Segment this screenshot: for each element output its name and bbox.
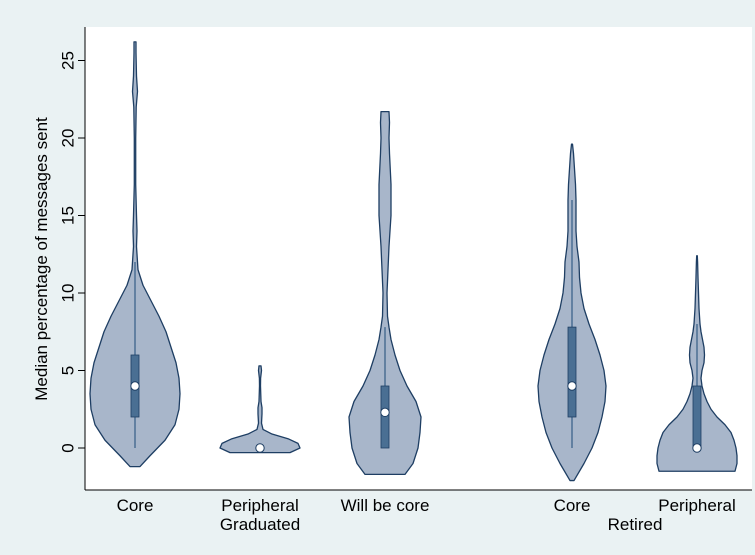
iqr-box-retired-peripheral xyxy=(692,385,702,449)
median-graduated-peripheral xyxy=(255,443,265,453)
x-label-graduated-will-be-core: Will be core xyxy=(341,496,430,515)
y-tick-label: 25 xyxy=(59,51,78,70)
x-label-graduated-core: Core xyxy=(117,496,154,515)
x-label-graduated-peripheral: Peripheral xyxy=(221,496,299,515)
violin-graduated-will-be-core xyxy=(348,111,422,475)
group-label-retired: Retired xyxy=(608,515,663,534)
group-label-graduated: Graduated xyxy=(220,515,300,534)
median-graduated-core xyxy=(130,381,140,391)
violins-layer xyxy=(89,41,738,482)
y-tick-label: 10 xyxy=(59,284,78,303)
y-tick-label: 5 xyxy=(59,366,78,375)
violin-graduated-peripheral xyxy=(219,365,301,454)
violin-graduated-core xyxy=(89,41,181,468)
x-label-retired-core: Core xyxy=(554,496,591,515)
x-label-retired-peripheral: Peripheral xyxy=(658,496,736,515)
y-tick-label: 15 xyxy=(59,206,78,225)
y-axis-title: Median percentage of messages sent xyxy=(32,117,51,401)
y-tick-label: 20 xyxy=(59,129,78,148)
median-graduated-will-be-core xyxy=(380,407,390,418)
y-ticks: 0 5 10 15 20 25 xyxy=(59,51,85,453)
iqr-box-retired-core xyxy=(567,326,577,418)
y-tick-label: 0 xyxy=(59,443,78,452)
x-category-labels: Core Peripheral Will be core Core Periph… xyxy=(117,496,736,534)
median-retired-core xyxy=(567,381,577,391)
median-retired-peripheral xyxy=(692,443,702,453)
